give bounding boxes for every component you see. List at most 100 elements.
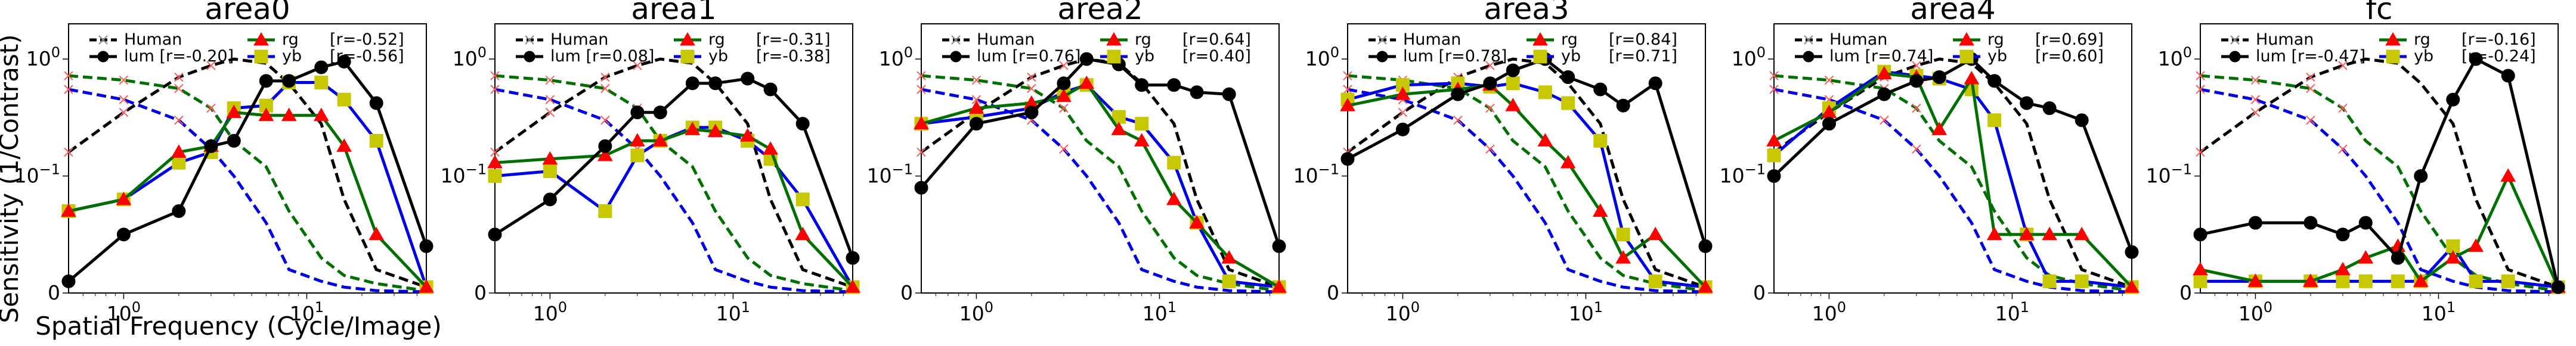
series-lum-point	[653, 105, 667, 120]
human-yb-point	[1059, 144, 1069, 154]
legend-label-rg: rg	[708, 30, 725, 49]
series-lum-point	[282, 74, 296, 88]
series-rg-point	[1560, 155, 1576, 169]
y-tick-label: 0	[2179, 281, 2192, 304]
series-lum-point	[1483, 76, 1497, 91]
human-yb-point	[119, 95, 129, 104]
panel-title: area0	[205, 0, 290, 26]
human-rg-point	[1059, 103, 1069, 113]
series-yb-point	[2336, 274, 2350, 288]
legend-r-yb: [r=-0.38]	[756, 47, 831, 66]
human-rg-point	[174, 83, 184, 93]
panel-title: area4	[1910, 0, 1995, 26]
human-rg-point	[1824, 75, 1834, 85]
x-tick-label: 101	[1995, 299, 2029, 325]
legend-label-rg: rg	[1987, 30, 2004, 49]
series-rg-point	[2358, 250, 2374, 264]
human-yb-point	[600, 116, 610, 125]
series-lum-point	[1135, 78, 1149, 92]
series-rg-point	[2193, 261, 2208, 276]
series-rg-point	[2074, 226, 2090, 241]
series-lum-point	[1877, 87, 1891, 101]
human-yb-line	[921, 88, 1280, 294]
human-yb-line	[2200, 88, 2559, 294]
x-tick-label: 101	[1569, 299, 1603, 325]
panel-title: area2	[1057, 0, 1143, 26]
legend-label-rg: rg	[2414, 30, 2431, 49]
legend-r-yb: [r=-0.56]	[330, 47, 404, 66]
human-yb-point	[1912, 144, 1921, 154]
series-lum-point	[685, 76, 699, 91]
series-rg-point	[1134, 133, 1150, 146]
series-lum-point	[1987, 74, 2002, 88]
series-rg-point	[2413, 273, 2429, 287]
x-tick-label: 100	[1386, 299, 1420, 325]
x-tick-label: 100	[1812, 299, 1846, 325]
legend-marker-lum	[1376, 51, 1388, 63]
legend-marker-yb	[2386, 49, 2400, 64]
series-lum-point	[1340, 152, 1355, 166]
legend-r-yb: [r=0.60]	[2035, 47, 2104, 66]
series-lum-point	[795, 117, 810, 131]
series-lum-point	[1024, 105, 1039, 120]
series-rg-point	[739, 128, 756, 142]
human-rg-point	[490, 71, 500, 80]
legend-marker-Human	[2230, 35, 2240, 45]
legend-marker-Human	[525, 35, 534, 45]
y-tick-label: 100	[2158, 44, 2192, 70]
series-lum-point	[1593, 82, 1608, 96]
legend-r-yb: [r=0.40]	[1182, 47, 1251, 66]
series-lum-point	[1057, 76, 1071, 91]
legend-marker-Human	[98, 35, 108, 45]
x-tick-label: 100	[2238, 299, 2272, 325]
series-lum-point	[2303, 216, 2318, 230]
series-rg-point	[281, 107, 297, 121]
panel-title: area3	[1484, 0, 1569, 26]
legend-label-rg: rg	[1561, 30, 1578, 49]
human-rg-point	[206, 103, 216, 113]
human-achromatic-point	[2338, 61, 2348, 70]
human-achromatic-point	[206, 61, 216, 70]
series-lum-point	[2042, 101, 2057, 116]
series-rg-point	[1876, 66, 1892, 80]
series-yb-point	[1616, 227, 1630, 242]
series-rg-point	[61, 203, 76, 217]
series-lum-point	[227, 133, 241, 148]
series-lum-point	[2248, 216, 2262, 230]
plot-area	[2200, 23, 2559, 294]
series-lum-point	[419, 239, 434, 253]
human-yb-point	[1769, 85, 1779, 94]
y-tick-label: 100	[1305, 44, 1339, 70]
series-rg-point	[2335, 261, 2351, 276]
human-rg-point	[2250, 75, 2261, 85]
human-achromatic-point	[64, 147, 73, 157]
human-rg-point	[2306, 83, 2315, 93]
series-rg-point	[258, 107, 274, 121]
legend-label-yb: yb	[1561, 47, 1581, 66]
human-achromatic-point	[119, 107, 129, 117]
human-rg-line	[1347, 74, 1706, 292]
series-lum-point	[1909, 74, 1924, 88]
y-tick-label: 100	[1732, 44, 1766, 70]
series-lum-point	[543, 192, 557, 207]
series-rg-point	[1615, 250, 1631, 264]
series-rg-point	[1931, 121, 1948, 135]
series-rg-point	[313, 107, 329, 121]
series-lum-point	[1222, 87, 1236, 101]
plot-area	[68, 23, 427, 294]
y-tick-label: 100	[879, 44, 913, 70]
series-lum-point	[1698, 239, 1713, 253]
series-lum-point	[2414, 169, 2428, 183]
series-lum-point	[1506, 63, 1520, 77]
series-lum-point	[763, 82, 778, 96]
series-yb-point	[314, 76, 329, 90]
human-achromatic-point	[1059, 61, 1069, 70]
series-rg-point	[2247, 273, 2264, 287]
series-rg-point	[487, 155, 503, 169]
legend-marker-yb	[680, 49, 695, 64]
series-rg-point	[2445, 250, 2461, 264]
